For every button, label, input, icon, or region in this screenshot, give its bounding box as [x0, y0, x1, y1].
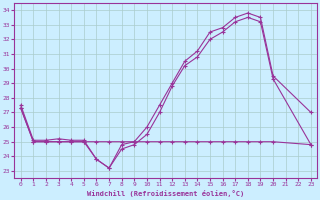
X-axis label: Windchill (Refroidissement éolien,°C): Windchill (Refroidissement éolien,°C) [87, 190, 244, 197]
